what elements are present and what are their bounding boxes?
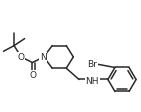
Text: NH: NH	[86, 76, 99, 85]
Text: Br: Br	[87, 59, 97, 68]
Text: O: O	[18, 53, 25, 62]
Text: O: O	[30, 70, 37, 79]
Text: N: N	[40, 53, 46, 62]
